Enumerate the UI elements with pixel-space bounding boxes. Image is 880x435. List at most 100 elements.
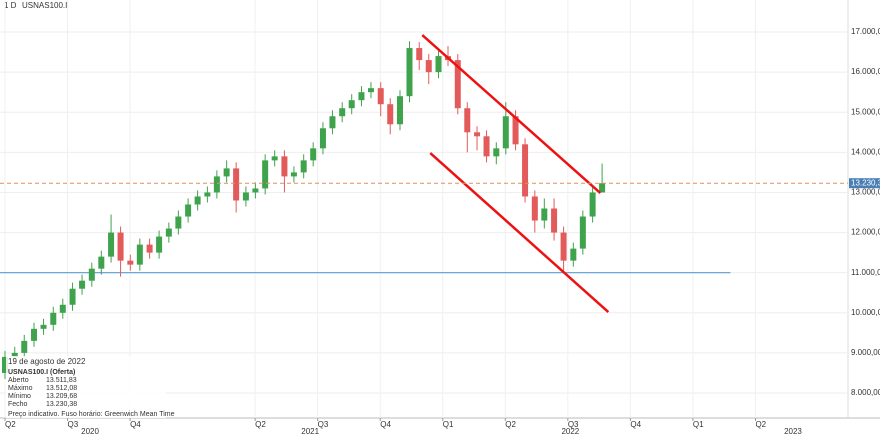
candle-body	[79, 280, 86, 289]
candle-body	[271, 156, 278, 161]
candle-body	[541, 208, 548, 221]
y-tick-label: 14.000,00	[851, 147, 880, 156]
candle-body	[367, 88, 374, 93]
candle-body	[387, 104, 394, 125]
candle-body	[339, 108, 346, 117]
candle-body	[551, 208, 558, 233]
candle-body	[156, 236, 163, 253]
price-tag	[849, 178, 880, 189]
y-tick-label: 15.000,00	[851, 107, 880, 116]
year-label: 2020	[81, 427, 99, 435]
candle-body	[599, 183, 606, 193]
info-value: 13.209,68	[46, 393, 77, 400]
x-tick-label: Q3	[568, 420, 579, 429]
x-tick-label: Q2	[255, 420, 266, 429]
candle-body	[146, 244, 153, 253]
x-tick-label: Q2	[755, 420, 766, 429]
candle-body	[233, 168, 240, 201]
year-label: 2022	[561, 427, 579, 435]
y-tick-label: 11.000,00	[851, 268, 880, 277]
y-tick-label: 12.000,00	[851, 228, 880, 237]
candle-body	[2, 356, 9, 373]
y-tick-label: 17.000,00	[851, 27, 880, 36]
x-tick-label: Q4	[130, 420, 141, 429]
candle-body	[136, 244, 143, 265]
x-tick-label: Q1	[443, 420, 454, 429]
candle-body	[31, 328, 38, 341]
y-tick-label: 16.000,00	[851, 67, 880, 76]
candle-body	[185, 204, 192, 217]
x-tick-label: Q4	[630, 420, 641, 429]
y-tick-label: 10.000,00	[851, 308, 880, 317]
x-tick-label: Q3	[318, 420, 329, 429]
candle-body	[502, 116, 509, 149]
x-tick-label: Q4	[380, 420, 391, 429]
candle-body	[223, 168, 230, 177]
symbol: USNAS100.I	[22, 1, 67, 10]
candle-body	[194, 196, 201, 205]
candle-body	[522, 144, 529, 197]
y-tick-label: 9.000,00	[851, 348, 880, 357]
candle-body	[127, 260, 134, 265]
x-tick-label: Q3	[68, 420, 79, 429]
candle-body	[310, 148, 317, 161]
info-value: 13.511,83	[46, 377, 77, 384]
candle-body	[300, 160, 307, 173]
info-value: 13.512,08	[46, 385, 77, 392]
x-tick-label: Q1	[693, 420, 704, 429]
info-date: 19 de agosto de 2022	[8, 357, 86, 366]
candle-body	[242, 192, 249, 201]
interval: 1 D	[4, 1, 17, 10]
candle-body	[11, 352, 18, 357]
candle-body	[589, 192, 596, 217]
candle-body	[329, 116, 336, 129]
info-key: Fecho	[8, 401, 28, 408]
candle-body	[69, 288, 76, 305]
candle-body	[319, 128, 326, 149]
candle-body	[454, 60, 461, 109]
candle-body	[464, 108, 471, 133]
candle-body	[262, 160, 269, 189]
candle-body	[531, 196, 538, 221]
candle-body	[98, 256, 105, 269]
price-label: 13.230,38	[851, 178, 880, 187]
candle-body	[117, 232, 124, 261]
year-label: 2023	[784, 427, 802, 435]
candle-body	[252, 188, 259, 193]
year-label: 2021	[301, 427, 319, 435]
y-tick-label: 13.000,00	[851, 188, 880, 197]
candle-body	[474, 132, 481, 137]
candle-body	[40, 324, 47, 329]
candle-body	[59, 304, 66, 313]
candle-body	[108, 232, 115, 257]
candle-body	[493, 148, 500, 157]
candle-body	[50, 312, 57, 325]
x-tick-label: Q2	[505, 420, 516, 429]
candle-body	[579, 216, 586, 249]
candle-body	[560, 232, 567, 261]
candle-body	[281, 156, 288, 177]
candle-body	[425, 60, 432, 73]
candle-body	[175, 216, 182, 229]
candle-body	[204, 192, 211, 197]
candle-body	[88, 268, 95, 281]
candle-body	[165, 228, 172, 237]
candle-body	[358, 92, 365, 101]
candle-body	[21, 340, 28, 353]
x-tick-label: Q2	[5, 420, 16, 429]
trend-line	[429, 152, 610, 314]
candle-body	[435, 56, 442, 73]
info-note: Preço indicativo. Fuso horário: Greenwic…	[8, 411, 175, 418]
info-key: Mínimo	[8, 393, 31, 400]
candle-body	[290, 172, 297, 177]
candle-body	[348, 100, 355, 109]
info-instrument: USNAS100.I (Oferta)	[8, 369, 75, 376]
y-tick-label: 8.000,00	[851, 388, 880, 397]
candle-body	[396, 96, 403, 125]
candle-body	[406, 48, 413, 97]
candle-body	[416, 48, 423, 61]
candle-body	[512, 116, 519, 145]
candle-body	[377, 88, 384, 105]
